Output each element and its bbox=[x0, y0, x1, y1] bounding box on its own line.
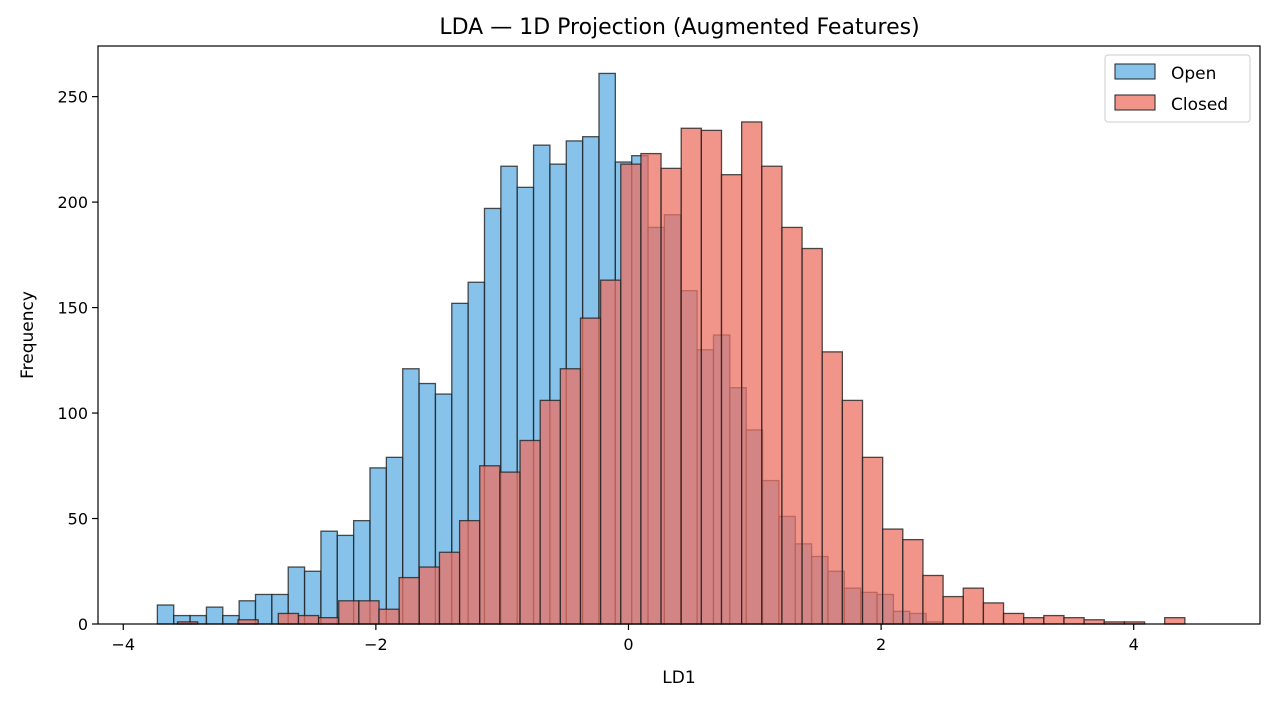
y-tick-label: 150 bbox=[57, 299, 88, 318]
histogram-bar-closed bbox=[740, 121, 763, 625]
y-axis-ticks: 0 50 100 150 200 250 bbox=[57, 88, 98, 634]
histogram-bar-closed bbox=[378, 608, 400, 625]
histogram-bar-closed bbox=[398, 576, 420, 625]
y-axis-label: Frequency bbox=[18, 291, 38, 379]
histogram-bar-closed bbox=[317, 617, 340, 625]
histogram-bar-closed bbox=[297, 614, 320, 625]
legend-swatch-closed bbox=[1114, 94, 1156, 111]
histogram-bar-closed bbox=[539, 399, 561, 625]
histogram-bar-closed bbox=[438, 551, 461, 625]
x-tick-label: 2 bbox=[876, 635, 886, 654]
histogram-bar-closed bbox=[942, 595, 964, 625]
closed-series-bars bbox=[176, 121, 1186, 625]
histogram-bar-closed bbox=[1083, 619, 1105, 625]
histogram-bar-closed bbox=[700, 129, 723, 625]
legend-swatch-open bbox=[1114, 63, 1156, 80]
x-tick-label: 4 bbox=[1129, 635, 1139, 654]
histogram-bar-closed bbox=[559, 368, 582, 625]
histogram-bar-open bbox=[156, 604, 175, 625]
histogram-bar-closed bbox=[821, 351, 844, 625]
histogram-bar-closed bbox=[962, 587, 985, 625]
histogram-bar-closed bbox=[499, 471, 521, 625]
histogram-bar-closed bbox=[418, 566, 441, 625]
histogram-bar-closed bbox=[640, 152, 662, 625]
x-axis-label: LD1 bbox=[662, 668, 695, 688]
histogram-bar-closed bbox=[922, 574, 944, 625]
histogram-bar-closed bbox=[620, 163, 642, 625]
histogram-bar-closed bbox=[1043, 614, 1065, 625]
histogram-bar-closed bbox=[1063, 617, 1085, 625]
histogram-bar-closed bbox=[338, 600, 360, 625]
histogram-bar-open bbox=[222, 614, 240, 625]
x-tick-label: −2 bbox=[364, 635, 388, 654]
histogram-bar-closed bbox=[1164, 617, 1186, 625]
histogram-bar-closed bbox=[761, 165, 783, 625]
histogram-bar-closed bbox=[519, 439, 541, 625]
histogram-bar-closed bbox=[358, 600, 380, 625]
histogram-bar-closed bbox=[1002, 612, 1025, 625]
histogram-bar-closed bbox=[720, 174, 743, 625]
histogram-bar-closed bbox=[841, 399, 864, 625]
histogram-bar-open bbox=[205, 606, 224, 625]
x-axis-ticks: −4 −2 0 2 4 bbox=[111, 624, 1139, 654]
histogram-bar-closed bbox=[479, 465, 501, 625]
histogram-bar-closed bbox=[599, 279, 622, 625]
y-tick-label: 200 bbox=[57, 193, 88, 212]
y-tick-label: 250 bbox=[57, 88, 88, 107]
histogram-bar-closed bbox=[277, 612, 300, 625]
x-tick-label: 0 bbox=[623, 635, 633, 654]
histogram-bar-closed bbox=[1023, 617, 1045, 625]
legend-label-open: Open bbox=[1171, 64, 1216, 84]
histogram-bar-closed bbox=[861, 456, 884, 625]
histogram-bar-closed bbox=[458, 519, 481, 625]
histogram-bar-closed bbox=[882, 528, 904, 625]
chart-title: LDA — 1D Projection (Augmented Features) bbox=[439, 15, 919, 40]
y-tick-label: 50 bbox=[68, 510, 88, 529]
histogram-bar-closed bbox=[781, 226, 803, 625]
histogram-bar-closed bbox=[680, 127, 703, 625]
x-tick-label: −4 bbox=[111, 635, 135, 654]
histogram-bar-closed bbox=[579, 317, 602, 625]
histogram-bar-open bbox=[320, 530, 338, 625]
y-tick-label: 100 bbox=[57, 404, 88, 423]
legend: Open Closed bbox=[1104, 54, 1251, 123]
histogram-bar-closed bbox=[902, 538, 924, 625]
histogram-bar-closed bbox=[660, 167, 682, 625]
plot-area-frame bbox=[97, 45, 1261, 625]
histogram-bar-closed bbox=[982, 602, 1005, 625]
histogram-bar-closed bbox=[801, 247, 823, 625]
histogram-bar-closed bbox=[237, 619, 259, 625]
legend-label-closed: Closed bbox=[1171, 95, 1228, 115]
y-tick-label: 0 bbox=[78, 615, 88, 634]
